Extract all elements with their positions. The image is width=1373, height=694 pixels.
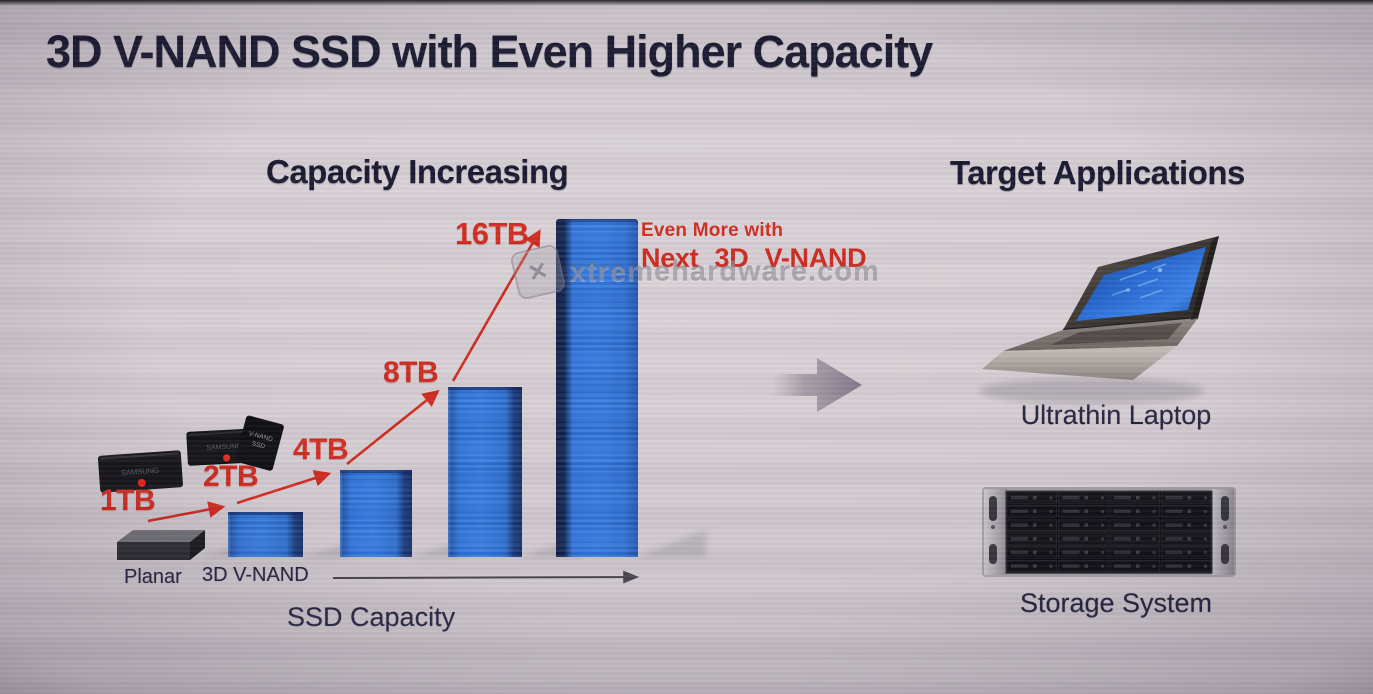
red-trend-arrows-icon: [147, 229, 541, 523]
axis-title-ssd-capacity: SSD Capacity: [287, 602, 456, 632]
next-vnand-annotation: Even More with Next 3D V-NAND: [641, 220, 867, 274]
photo-top-edge: [0, 0, 1373, 6]
capacity-label-1tb: 1TB: [100, 484, 156, 517]
annotation-line-1: Even More with: [641, 220, 784, 241]
ssd-2tb-images: SAMSUNG V-NAND SSD: [186, 415, 284, 471]
x-axis-arrow-icon: [332, 570, 640, 584]
watermark: ✕ xtremehardware.com: [509, 243, 880, 301]
ssd-label-text2: SSD: [251, 440, 266, 450]
bar-16tb: [556, 219, 638, 557]
page-title: 3D V-NAND SSD with Even Higher Capacity: [46, 26, 933, 77]
bar-2tb: [228, 512, 303, 557]
watermark-text: xtremehardware.com: [570, 255, 880, 288]
app-label-storage-system: Storage System: [1019, 588, 1213, 618]
bar-4tb: [340, 470, 412, 557]
axis-label-planar: Planar: [124, 566, 182, 588]
app-label-ultrathin-laptop: Ultrathin Laptop: [1020, 400, 1212, 430]
laptop-image: [980, 236, 1219, 404]
storage-system-image: [982, 487, 1236, 577]
x-logo-icon: ✕: [509, 243, 567, 301]
target-applications-heading: Target Applications: [950, 154, 1245, 191]
ssd-brand-text: SAMSUNG: [121, 466, 160, 478]
capacity-label-16tb: 16TB: [455, 216, 529, 251]
capacity-label-4tb: 4TB: [293, 433, 349, 466]
ssd-brand-text: SAMSUNG: [206, 443, 242, 452]
capacity-label-8tb: 8TB: [383, 356, 439, 389]
planar-ssd-slab: [117, 530, 205, 560]
capacity-label-2tb: 2TB: [203, 460, 259, 493]
capacity-increasing-heading: Capacity Increasing: [266, 153, 569, 190]
bar-8tb: [448, 387, 522, 557]
ssd-1tb-image: SAMSUNG: [97, 450, 183, 493]
axis-label-3d-vnand: 3D V-NAND: [202, 564, 309, 586]
annotation-line-2: Next 3D V-NAND: [641, 243, 867, 273]
transition-arrow-icon: [772, 358, 862, 412]
